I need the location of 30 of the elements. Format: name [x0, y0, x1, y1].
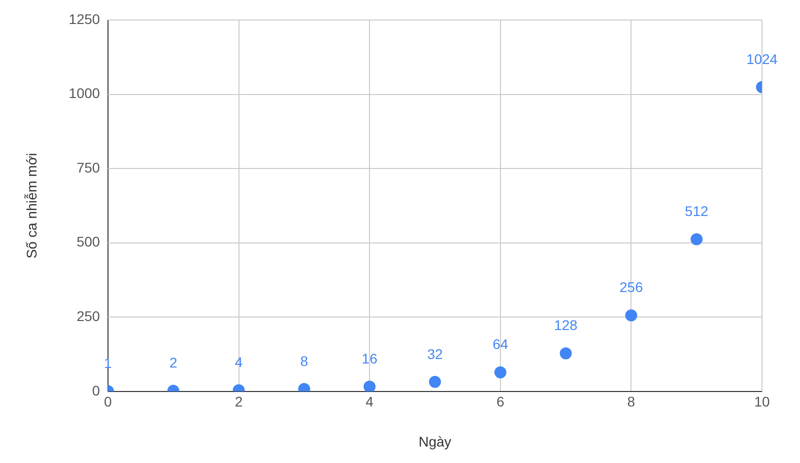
x-tick-label: 0 [104, 394, 112, 410]
data-label: 128 [554, 317, 578, 334]
data-label: 8 [300, 352, 308, 369]
point [364, 380, 376, 392]
y-tick-label: 750 [76, 159, 100, 176]
y-tick-label: 1000 [68, 85, 100, 102]
data-label: 1024 [746, 51, 778, 68]
data-label: 32 [427, 346, 443, 362]
x-tick-label: 8 [627, 394, 636, 410]
point [494, 366, 506, 378]
data-label: 16 [362, 350, 378, 367]
x-tick-label: 10 [754, 394, 770, 410]
y-axis-title: Số ca nhiễm mới [23, 152, 40, 259]
y-tick-label: 0 [92, 382, 100, 398]
data-label: 64 [492, 336, 508, 352]
y-tick-label: 250 [76, 308, 100, 324]
point [428, 376, 441, 388]
point [625, 309, 638, 322]
data-label: 512 [684, 203, 708, 220]
x-tick-label: 6 [496, 394, 504, 410]
data-label: 4 [234, 354, 243, 370]
point [690, 233, 703, 246]
y-tick-label: 1250 [68, 10, 100, 27]
x-tick-label: 4 [366, 394, 374, 410]
point [560, 347, 572, 360]
x-axis-title: Ngày [418, 433, 452, 450]
data-label: 2 [169, 354, 178, 371]
x-tick-label: 2 [234, 394, 243, 410]
y-tick-label: 500 [76, 234, 100, 250]
data-label: 256 [620, 279, 644, 296]
